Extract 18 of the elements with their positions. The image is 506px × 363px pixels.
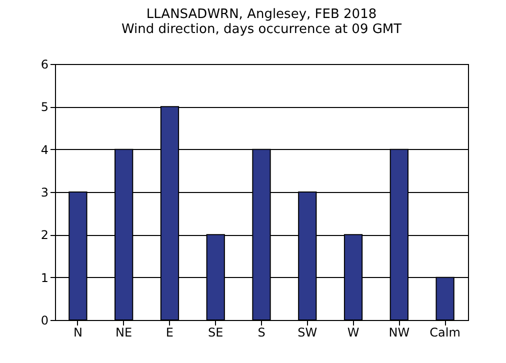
chart-subtitle: Wind direction, days occurrence at 09 GMT <box>121 22 402 37</box>
y-tick-label: 4 <box>40 142 48 157</box>
y-tick-label: 2 <box>40 228 48 242</box>
y-tick-label: 1 <box>40 270 48 285</box>
x-tick-label: E <box>166 326 174 340</box>
y-tick-label: 0 <box>40 314 48 328</box>
x-tick-label: W <box>347 326 360 340</box>
x-tick-label: SE <box>208 326 224 340</box>
x-tick-label: NW <box>388 326 410 340</box>
y-tick-label: 3 <box>40 186 48 200</box>
x-tick-label: S <box>258 326 266 340</box>
x-tick-label: SW <box>298 326 318 340</box>
y-tick-label: 5 <box>40 100 48 114</box>
chart-title: LLANSADWRN, Anglesey, FEB 2018 <box>146 7 377 22</box>
x-tick-label: N <box>73 326 82 340</box>
x-tick-label: NE <box>116 326 132 340</box>
y-tick-label: 6 <box>40 58 48 72</box>
x-tick-label: Calm <box>430 326 460 340</box>
